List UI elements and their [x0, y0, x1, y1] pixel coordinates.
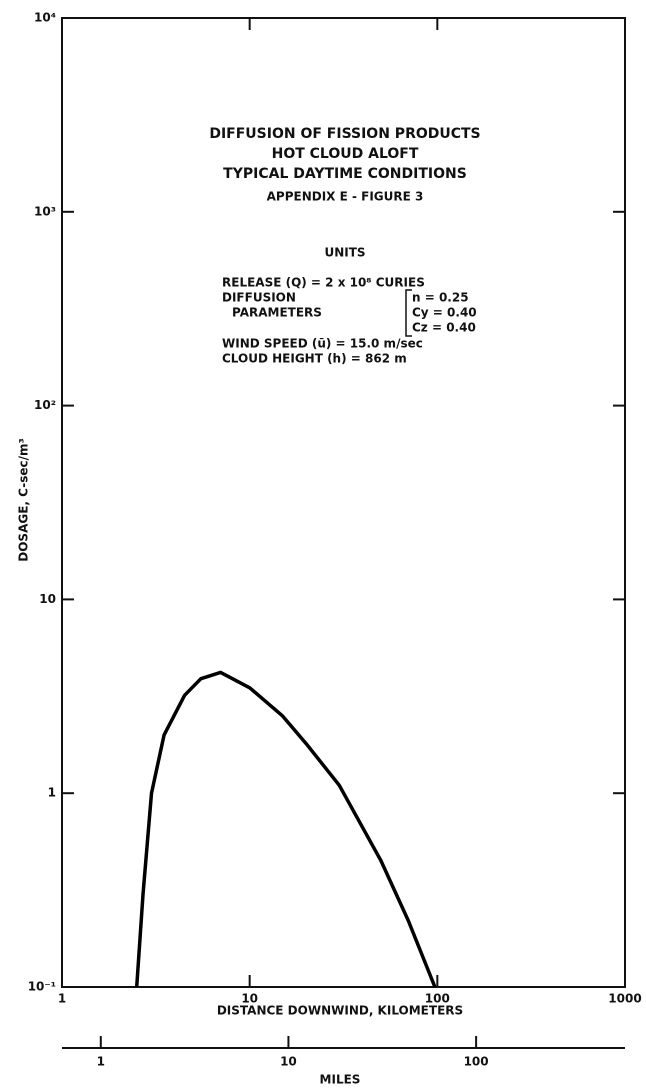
y-tick-label: 10²: [34, 398, 56, 412]
title: HOT CLOUD ALOFT: [272, 146, 419, 162]
x-tick-label: 1: [58, 992, 66, 1006]
bracket: [405, 289, 412, 337]
annotation: PARAMETERS: [232, 306, 322, 320]
annotation: Cz = 0.40: [412, 321, 476, 335]
annotation: WIND SPEED (ū) = 15.0 m/sec: [222, 337, 423, 351]
annotation: n = 0.25: [412, 291, 469, 305]
y-tick-label: 10⁴: [34, 11, 56, 25]
x-axis-label: DISTANCE DOWNWIND, KILOMETERS: [217, 1004, 463, 1018]
x2-tick-label: 10: [280, 1055, 297, 1069]
annotation: Cy = 0.40: [412, 306, 477, 320]
subtitle: APPENDIX E - FIGURE 3: [267, 190, 424, 204]
y-tick-label: 10⁻¹: [28, 980, 56, 994]
x-tick-label: 1000: [608, 992, 641, 1006]
title: DIFFUSION OF FISSION PRODUCTS: [209, 126, 480, 142]
y-axis-label: DOSAGE, C-sec/m³: [17, 438, 31, 561]
annotation: RELEASE (Q) = 2 x 10⁸ CURIES: [222, 276, 425, 290]
y-tick-label: 10³: [34, 204, 56, 218]
x-tick-label: 100: [425, 992, 450, 1006]
title: TYPICAL DAYTIME CONDITIONS: [223, 166, 467, 182]
line: [134, 670, 437, 988]
x2-tick-label: 100: [464, 1055, 489, 1069]
annotation: DIFFUSION: [222, 291, 296, 305]
x2-tick-label: 1: [97, 1055, 105, 1069]
y-tick-label: 10: [39, 592, 56, 606]
annotation: CLOUD HEIGHT (h) = 862 m: [222, 352, 407, 366]
units-heading: UNITS: [324, 246, 365, 260]
x2-axis-label: MILES: [320, 1073, 361, 1087]
plot-frame: [61, 17, 626, 988]
x-tick-label: 10: [241, 992, 258, 1006]
y-tick-label: 1: [48, 786, 56, 800]
